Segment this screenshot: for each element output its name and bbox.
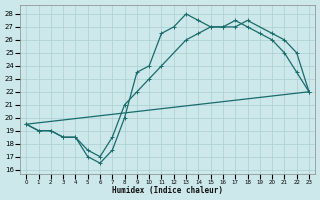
X-axis label: Humidex (Indice chaleur): Humidex (Indice chaleur) bbox=[112, 186, 223, 195]
